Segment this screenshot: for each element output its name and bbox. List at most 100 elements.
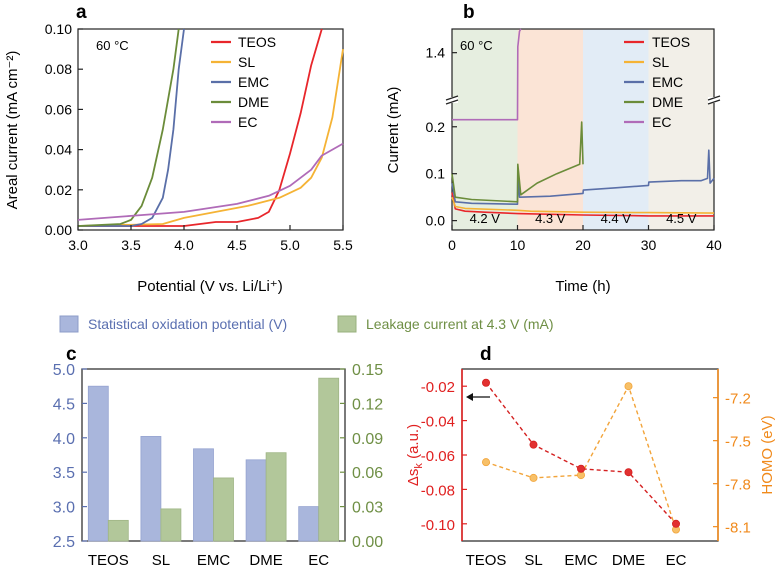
b-voltage-band bbox=[452, 29, 518, 230]
a-legend-label-emc: EMC bbox=[238, 74, 269, 90]
panel-d-ylabel-right: HOMO (eV) bbox=[759, 415, 776, 494]
c-ytick-right-label: 0.15 bbox=[352, 362, 383, 379]
b-xtick-label: 20 bbox=[575, 237, 591, 253]
a-series-dme bbox=[77, 28, 180, 227]
c-ytick-left-label: 2.5 bbox=[53, 534, 75, 551]
a-series-sl bbox=[77, 48, 344, 227]
c-ytick-left-label: 4.5 bbox=[53, 396, 75, 413]
c-ytick-right-label: 0.06 bbox=[352, 465, 383, 482]
a-ytick-label: 0.04 bbox=[45, 142, 72, 158]
a-legend-label-dme: DME bbox=[238, 94, 269, 110]
c-bar-oxidation-ec bbox=[298, 506, 320, 542]
d-point-homo bbox=[529, 473, 538, 482]
b-voltage-band bbox=[648, 29, 714, 230]
d-ytick-right-label: -7.2 bbox=[725, 391, 751, 408]
a-xtick-label: 3.0 bbox=[68, 237, 88, 253]
b-legend-label-sl: SL bbox=[652, 54, 669, 70]
legend-label-leakage: Leakage current at 4.3 V (mA) bbox=[366, 316, 554, 332]
b-xtick-label: 0 bbox=[448, 237, 456, 253]
c-ytick-right-label: 0.03 bbox=[352, 500, 383, 517]
a-ytick-label: 0.10 bbox=[45, 21, 72, 37]
c-category-label: EMC bbox=[197, 552, 231, 569]
a-legend-label-ec: EC bbox=[238, 114, 257, 130]
a-legend-label-teos: TEOS bbox=[238, 34, 276, 50]
c-ytick-right-label: 0.12 bbox=[352, 396, 383, 413]
panel-c-chart: TEOS SL EMC DME EC 2.5 3.0 3.5 4.0 4.5 5.0 0.00 0.0… bbox=[53, 362, 383, 569]
panel-b-annotation: 60 °C bbox=[460, 38, 493, 53]
c-bar-leakage-emc bbox=[213, 477, 234, 542]
b-voltage-band bbox=[583, 29, 649, 230]
b-series-ec bbox=[452, 28, 522, 121]
b-ytick-label: 0.0 bbox=[426, 213, 446, 229]
b-ytick-label: 0.2 bbox=[426, 119, 446, 135]
c-bar-leakage-sl bbox=[160, 508, 182, 542]
d-category-label: DME bbox=[612, 552, 645, 569]
b-legend-label-dme: DME bbox=[652, 94, 683, 110]
panel-a-frame bbox=[77, 28, 344, 231]
b-xtick-label: 40 bbox=[706, 237, 722, 253]
panel-a-xlabel: Potential (V vs. Li/Li⁺) bbox=[137, 278, 282, 295]
d-category-label: EC bbox=[666, 552, 687, 569]
d-point-delta-sk bbox=[672, 519, 681, 528]
b-ytick-label: 0.1 bbox=[426, 166, 446, 182]
d-category-label: TEOS bbox=[466, 552, 507, 569]
legend-swatch-leakage bbox=[337, 315, 357, 333]
d-category-label: SL bbox=[524, 552, 542, 569]
d-series-delta-sk bbox=[485, 382, 677, 525]
c-bar-leakage-teos bbox=[107, 519, 129, 542]
c-bar-oxidation-emc bbox=[193, 448, 214, 542]
a-series-emc bbox=[78, 28, 185, 227]
a-ytick-label: 0.00 bbox=[45, 222, 72, 238]
d-point-delta-sk bbox=[577, 464, 586, 473]
b-xtick-label: 10 bbox=[510, 237, 526, 253]
c-ytick-left-label: 5.0 bbox=[53, 362, 75, 379]
d-series-homo bbox=[485, 384, 677, 530]
c-bar-oxidation-dme bbox=[245, 459, 267, 542]
b-voltage-step-label: 4.3 V bbox=[535, 211, 566, 226]
a-series-ec bbox=[77, 142, 344, 221]
c-bar-leakage-dme bbox=[265, 452, 287, 542]
b-xtick-label: 30 bbox=[641, 237, 657, 253]
a-legend-label-sl: SL bbox=[238, 54, 255, 70]
a-xtick-label: 4.5 bbox=[227, 237, 247, 253]
c-bar-oxidation-sl bbox=[140, 436, 162, 542]
b-voltage-band bbox=[517, 29, 583, 230]
a-series-teos bbox=[78, 28, 323, 227]
panel-d-frame bbox=[461, 368, 719, 542]
c-bar-oxidation-teos bbox=[87, 385, 109, 542]
panel-b-chart: 60 °C TEOS SL EMC DME EC 4.2 V 4.3 V 4.4 V 4.5 … bbox=[385, 28, 722, 295]
c-category-label: DME bbox=[249, 552, 282, 569]
d-point-delta-sk bbox=[529, 440, 538, 449]
d-point-delta-sk bbox=[481, 378, 490, 387]
d-ytick-left-label: -0.08 bbox=[421, 482, 455, 499]
b-series-teos bbox=[451, 192, 714, 217]
panel-a-ylabel: Areal current (mA cm⁻²) bbox=[4, 51, 21, 210]
d-point-delta-sk bbox=[624, 468, 633, 477]
a-xtick-label: 4.0 bbox=[174, 237, 194, 253]
a-xtick-label: 5.5 bbox=[333, 237, 353, 253]
panel-d-chart: -0.02 -0.04 -0.06 -0.08 -0.10 -7.2 -7.5 -7.8 -8.… bbox=[405, 368, 776, 569]
b-series-emc bbox=[451, 149, 715, 205]
b-series-dme bbox=[451, 121, 584, 203]
d-point-homo bbox=[481, 458, 490, 467]
panel-b-xlabel: Time (h) bbox=[555, 278, 610, 295]
c-bar-leakage-ec bbox=[318, 377, 340, 542]
c-ytick-left-label: 4.0 bbox=[53, 431, 75, 448]
a-ytick-label: 0.02 bbox=[45, 182, 72, 198]
c-ytick-right-label: 0.09 bbox=[352, 431, 383, 448]
panel-d-ylabel-left: Δsk (a.u.) bbox=[405, 424, 425, 486]
panel-label-d: d bbox=[480, 344, 492, 365]
b-legend-label-emc: EMC bbox=[652, 74, 683, 90]
d-ytick-left-label: -0.10 bbox=[421, 517, 455, 534]
a-xtick-label: 5.0 bbox=[280, 237, 300, 253]
panel-label-c: c bbox=[66, 344, 77, 365]
panel-label-a: a bbox=[76, 2, 87, 23]
c-ytick-right-label: 0.00 bbox=[352, 534, 383, 551]
legend-swatch-oxidation bbox=[59, 315, 79, 333]
b-legend-label-teos: TEOS bbox=[652, 34, 690, 50]
panel-b-ylabel: Current (mA) bbox=[385, 87, 402, 174]
c-ytick-left-label: 3.5 bbox=[53, 465, 75, 482]
d-ytick-right-label: -7.5 bbox=[725, 434, 751, 451]
legend-label-oxidation: Statistical oxidation potential (V) bbox=[88, 316, 287, 332]
